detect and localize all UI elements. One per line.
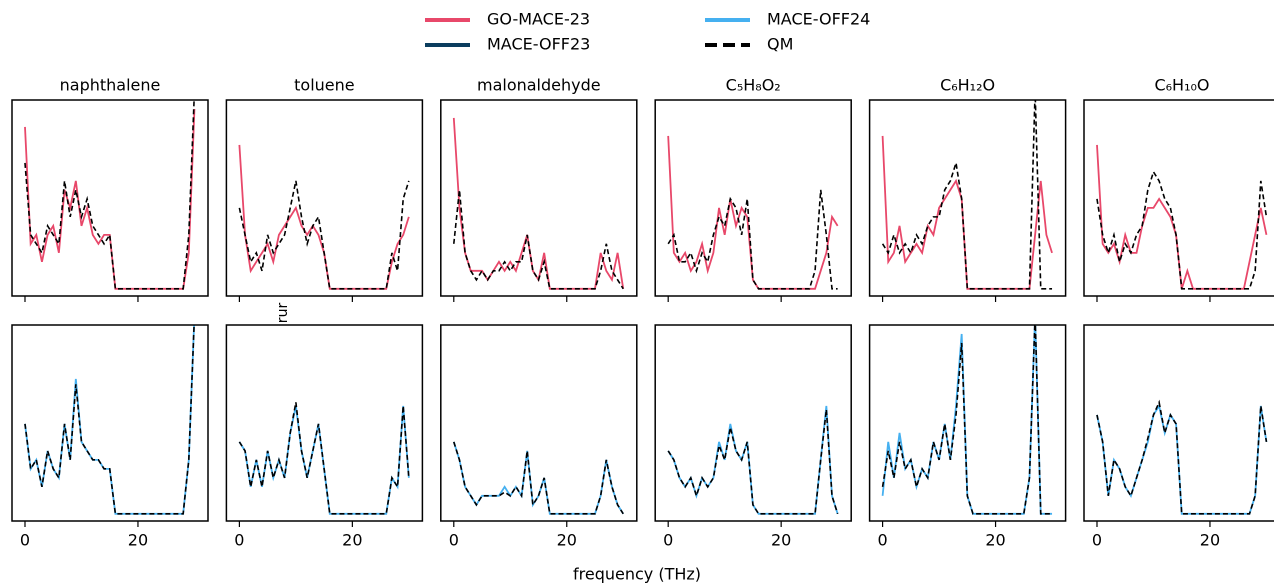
plot-area bbox=[24, 325, 195, 515]
plot-area bbox=[881, 100, 1053, 290]
legend-label: MACE-OFF23 bbox=[487, 35, 590, 54]
series-line bbox=[1096, 403, 1268, 515]
series-line bbox=[667, 409, 839, 515]
subplot-title: C₆H₁₂O bbox=[940, 76, 995, 95]
plot-area bbox=[881, 325, 1053, 515]
axes-frame bbox=[1083, 99, 1274, 297]
x-tick-label: 0 bbox=[234, 531, 244, 550]
x-tick-label: 0 bbox=[663, 531, 673, 550]
x-tick-label: 20 bbox=[557, 531, 577, 550]
axes-frame bbox=[225, 99, 424, 297]
series-line bbox=[667, 189, 838, 290]
series-line bbox=[1096, 399, 1268, 515]
series-line bbox=[452, 189, 624, 290]
subplot-title: C₅H₈O₂ bbox=[726, 76, 781, 95]
series-line bbox=[453, 441, 624, 515]
series-line bbox=[238, 402, 410, 515]
x-tick-label: 20 bbox=[985, 531, 1005, 550]
x-axis-label: frequency (THz) bbox=[573, 565, 701, 584]
series-line bbox=[881, 325, 1053, 515]
series-line bbox=[667, 135, 839, 290]
legend-label: QM bbox=[767, 35, 793, 54]
series-line bbox=[1096, 170, 1268, 290]
x-tick-label: 20 bbox=[128, 531, 148, 550]
series-line bbox=[881, 325, 1053, 515]
subplot-title: naphthalene bbox=[60, 76, 161, 95]
x-tick-label: 20 bbox=[1200, 531, 1220, 550]
plot-area bbox=[1096, 144, 1268, 290]
axes-frame bbox=[868, 99, 1067, 297]
axes-frame bbox=[11, 324, 209, 522]
legend-label: MACE-OFF24 bbox=[767, 10, 870, 29]
plot-area bbox=[238, 144, 410, 290]
series-line bbox=[24, 108, 196, 290]
series-line bbox=[452, 441, 625, 515]
x-tick-label: 0 bbox=[20, 531, 30, 550]
axes-frame bbox=[654, 324, 852, 522]
subplot-title: malonaldehyde bbox=[477, 76, 601, 95]
y-axis-label-fragment: rur bbox=[275, 303, 291, 324]
series-line bbox=[238, 144, 410, 290]
x-tick-label: 0 bbox=[449, 531, 459, 550]
series-line bbox=[881, 135, 1053, 290]
plot-area bbox=[667, 135, 839, 290]
plot-area bbox=[667, 405, 839, 515]
plot-area bbox=[452, 117, 625, 290]
axes-frame bbox=[868, 324, 1067, 522]
legend-label: GO-MACE-23 bbox=[487, 10, 590, 29]
axes-frame bbox=[225, 324, 424, 522]
series-line bbox=[238, 405, 410, 515]
axes-frame bbox=[654, 99, 852, 297]
series-line bbox=[24, 100, 195, 290]
axes-frame bbox=[11, 99, 209, 297]
x-tick-label: 0 bbox=[1092, 531, 1102, 550]
x-tick-label: 20 bbox=[771, 531, 791, 550]
series-line bbox=[24, 325, 195, 515]
plot-area bbox=[1096, 399, 1268, 515]
series-line bbox=[24, 325, 195, 515]
series-line bbox=[452, 117, 625, 290]
plot-area bbox=[452, 441, 625, 515]
x-tick-label: 20 bbox=[342, 531, 362, 550]
subplot-title: toluene bbox=[294, 76, 354, 95]
plot-area bbox=[238, 402, 410, 515]
axes-frame bbox=[1083, 324, 1274, 522]
x-tick-label: 0 bbox=[877, 531, 887, 550]
series-line bbox=[1096, 144, 1268, 290]
series-line bbox=[881, 100, 1053, 290]
axes-frame bbox=[440, 99, 638, 297]
plot-area bbox=[24, 100, 196, 290]
subplot-title: C₆H₁₀O bbox=[1154, 76, 1209, 95]
series-line bbox=[238, 180, 410, 290]
axes-frame bbox=[440, 324, 638, 522]
